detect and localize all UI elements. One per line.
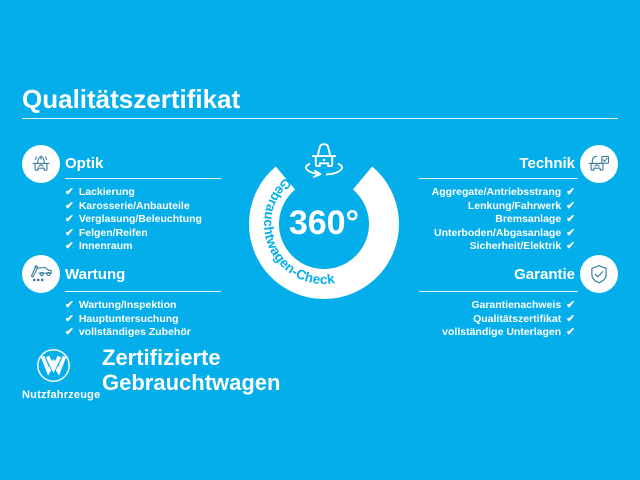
svg-text:360°: 360° bbox=[289, 204, 359, 242]
